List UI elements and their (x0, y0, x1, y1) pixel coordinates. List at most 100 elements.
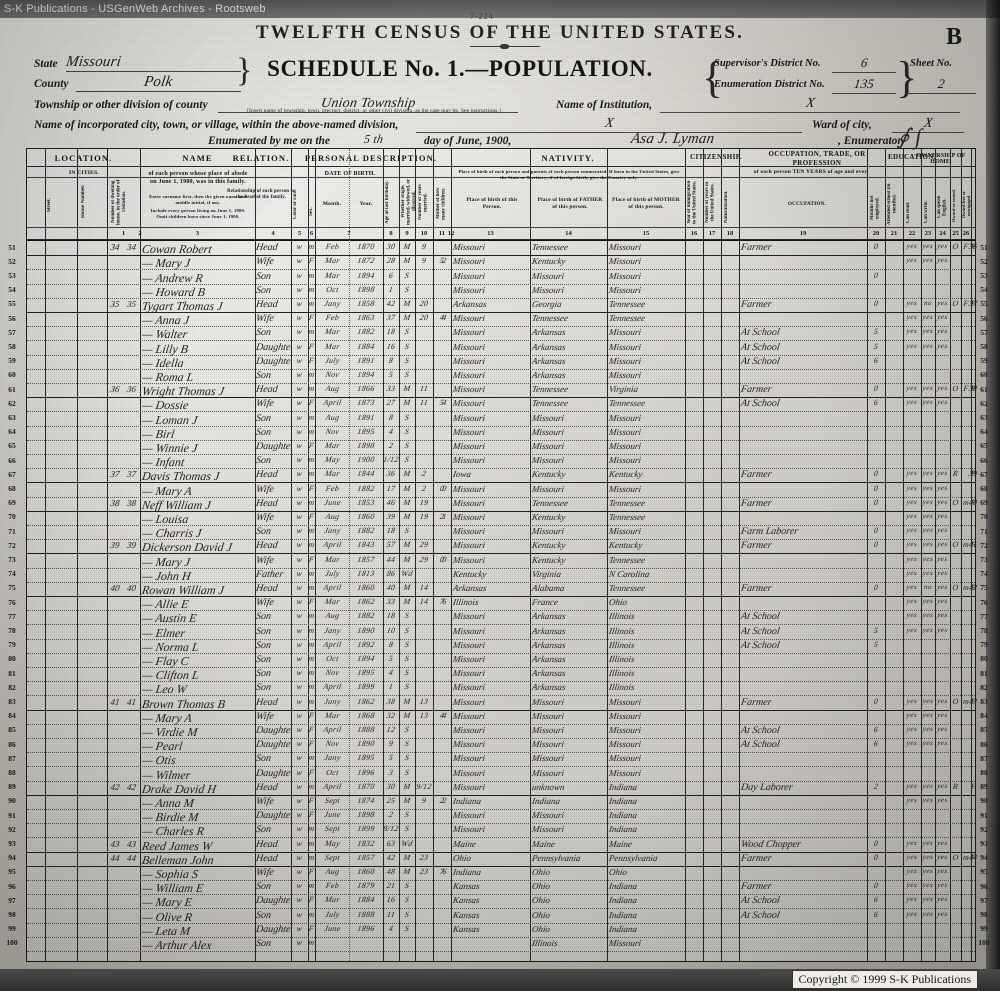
cell-nliv[interactable]: 4 (441, 398, 448, 408)
cell-fam[interactable]: 43 (126, 838, 137, 849)
cell-age[interactable]: 27 (386, 398, 396, 408)
cell-pob[interactable]: Missouri (452, 256, 486, 267)
cell-name[interactable]: Drake David H (141, 781, 218, 796)
cell-sex[interactable]: m (307, 426, 316, 436)
cell-rel[interactable]: Head (255, 299, 279, 310)
cell-pob[interactable]: Missouri (452, 483, 486, 494)
cell-pob[interactable]: Kentucky (452, 568, 488, 579)
cell-pob[interactable]: Missouri (452, 611, 486, 622)
cell-mos[interactable]: 5 (873, 625, 879, 635)
cell-sex[interactable]: m (307, 370, 316, 379)
cell-month[interactable]: April (322, 639, 343, 649)
cell-mos[interactable]: 0 (873, 881, 879, 891)
cell-fh[interactable]: H (970, 781, 976, 791)
cell-yrm[interactable]: 23 (419, 852, 429, 862)
ed-field[interactable]: 135 (832, 75, 896, 94)
cell-read[interactable]: yes (906, 512, 918, 520)
cell-race[interactable]: w (296, 398, 303, 408)
cell-year[interactable]: 1874 (356, 796, 376, 805)
cell-month[interactable]: Oct (325, 654, 340, 663)
cell-mpob[interactable]: Kentucky (608, 540, 644, 551)
cell-age[interactable]: 36 (386, 469, 396, 479)
cell-mos[interactable]: 2 (873, 781, 879, 791)
cell-month[interactable]: Mar (324, 341, 341, 351)
cell-name[interactable]: — Flay C (141, 654, 190, 668)
cell-pob[interactable]: Missouri (452, 767, 486, 778)
cell-ms[interactable]: S (404, 682, 410, 692)
cell-mpob[interactable]: Missouri (608, 256, 642, 267)
cell-eng[interactable]: yes (936, 881, 949, 890)
cell-race[interactable]: w (296, 710, 303, 720)
cell-fpob[interactable]: Kentucky (531, 469, 567, 480)
cell-race[interactable]: w (296, 512, 303, 521)
cell-fpob[interactable]: Missouri (531, 824, 565, 835)
cell-fpob[interactable]: Arkansas (531, 625, 567, 636)
cell-race[interactable]: w (296, 923, 303, 933)
cell-race[interactable]: w (296, 455, 303, 465)
cell-rel[interactable]: Daughter (255, 923, 292, 935)
cell-name[interactable]: — Sophia S (141, 867, 200, 881)
cell-name[interactable]: Neff William J (141, 497, 212, 512)
cell-ms[interactable]: M (402, 384, 412, 394)
cell-year[interactable]: 1884 (356, 341, 376, 351)
cell-read[interactable]: yes (906, 796, 918, 804)
cell-pob[interactable]: Missouri (452, 497, 486, 508)
cell-year[interactable]: 1892 (356, 639, 376, 649)
cell-fam[interactable]: 37 (126, 469, 137, 480)
cell-age[interactable]: 42 (386, 852, 396, 862)
cell-year[interactable]: 1898 (356, 810, 376, 820)
cell-sex[interactable]: m (307, 909, 316, 919)
cell-sex[interactable]: m (307, 384, 316, 394)
cell-pob[interactable]: Missouri (452, 398, 486, 409)
cell-mos[interactable]: 6 (873, 725, 879, 734)
cell-month[interactable]: April (322, 725, 343, 734)
cell-ms[interactable]: Wd (400, 838, 414, 848)
cell-yrm[interactable]: 9 (421, 256, 427, 266)
cell-race[interactable]: w (296, 341, 303, 351)
cell-name[interactable]: — Lilly B (141, 341, 190, 356)
cell-year[interactable]: 1844 (356, 469, 376, 479)
cell-age[interactable]: 63 (386, 838, 396, 848)
cell-rel[interactable]: Daughter (255, 810, 292, 822)
cell-ms[interactable]: S (404, 725, 410, 734)
cell-read[interactable]: yes (906, 554, 918, 563)
cell-name[interactable]: — Austin E (141, 611, 198, 626)
cell-month[interactable]: Nov (324, 370, 341, 379)
cell-age[interactable]: 44 (386, 554, 396, 564)
cell-age[interactable]: 28 (386, 256, 396, 266)
cell-race[interactable]: w (296, 426, 303, 436)
cell-mpob[interactable]: Tennessee (608, 497, 646, 508)
cell-name[interactable]: — Leta M (141, 923, 192, 938)
cell-month[interactable]: Mar (324, 597, 341, 607)
cell-eng[interactable]: yes (936, 696, 949, 705)
cell-race[interactable]: w (296, 554, 303, 564)
cell-month[interactable]: Oct (325, 284, 340, 294)
cell-mos[interactable]: 0 (873, 384, 879, 394)
cell-dwell[interactable]: 38 (109, 497, 121, 508)
county-field[interactable]: Polk (76, 73, 241, 92)
cell-rel[interactable]: Father (255, 568, 284, 580)
cell-yrm[interactable]: 2 (421, 483, 427, 493)
cell-year[interactable]: 1895 (356, 668, 376, 678)
cell-mpob[interactable]: Missouri (608, 284, 642, 295)
cell-eng[interactable]: yes (936, 725, 949, 733)
cell-year[interactable]: 1866 (356, 384, 376, 394)
cell-pob[interactable]: Missouri (452, 710, 486, 721)
cell-rel[interactable]: Son (255, 426, 272, 438)
cell-sex[interactable]: m (307, 668, 316, 678)
cell-sex[interactable]: m (307, 526, 316, 536)
cell-fpob[interactable]: Virginia (531, 568, 562, 579)
cell-year[interactable]: 1813 (356, 568, 376, 578)
cell-ms[interactable]: M (402, 398, 412, 408)
cell-ms[interactable]: M (402, 540, 412, 550)
cell-read[interactable]: yes (906, 597, 918, 606)
cell-fam[interactable]: 34 (126, 242, 137, 253)
cell-mpob[interactable]: Pennsylvania (608, 852, 659, 863)
cell-year[interactable]: 1882 (356, 483, 376, 493)
cell-fpob[interactable]: Arkansas (531, 355, 567, 366)
cell-sex[interactable]: m (307, 625, 316, 635)
cell-occ[interactable]: At School (740, 725, 781, 736)
cell-write[interactable]: yes (922, 512, 934, 520)
cell-year[interactable]: 1899 (356, 682, 376, 692)
cell-yrm[interactable]: 20 (419, 313, 429, 323)
